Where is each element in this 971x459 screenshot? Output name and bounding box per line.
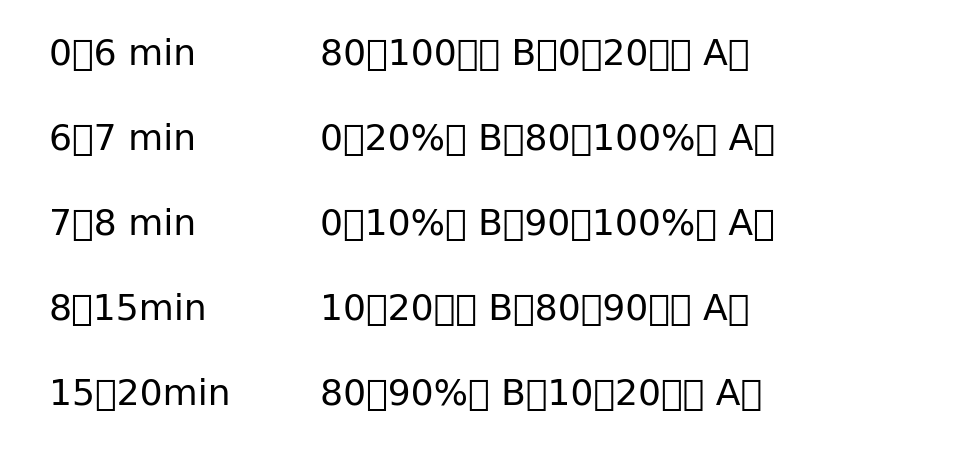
Text: 8～15min: 8～15min (49, 293, 207, 327)
Text: 15～20min: 15～20min (49, 378, 230, 412)
Text: 80～100％的 B、0～20％的 A；: 80～100％的 B、0～20％的 A； (320, 38, 750, 72)
Text: 0～20%的 B、80～100%的 A；: 0～20%的 B、80～100%的 A； (320, 123, 776, 157)
Text: 0～10%的 B、90～100%的 A；: 0～10%的 B、90～100%的 A； (320, 208, 775, 242)
Text: 10～20％的 B、80～90％的 A；: 10～20％的 B、80～90％的 A； (320, 293, 750, 327)
Text: 6～7 min: 6～7 min (49, 123, 196, 157)
Text: 7～8 min: 7～8 min (49, 208, 196, 242)
Text: 0～6 min: 0～6 min (49, 38, 196, 72)
Text: 80～90%的 B、10～20％的 A；: 80～90%的 B、10～20％的 A； (320, 378, 762, 412)
